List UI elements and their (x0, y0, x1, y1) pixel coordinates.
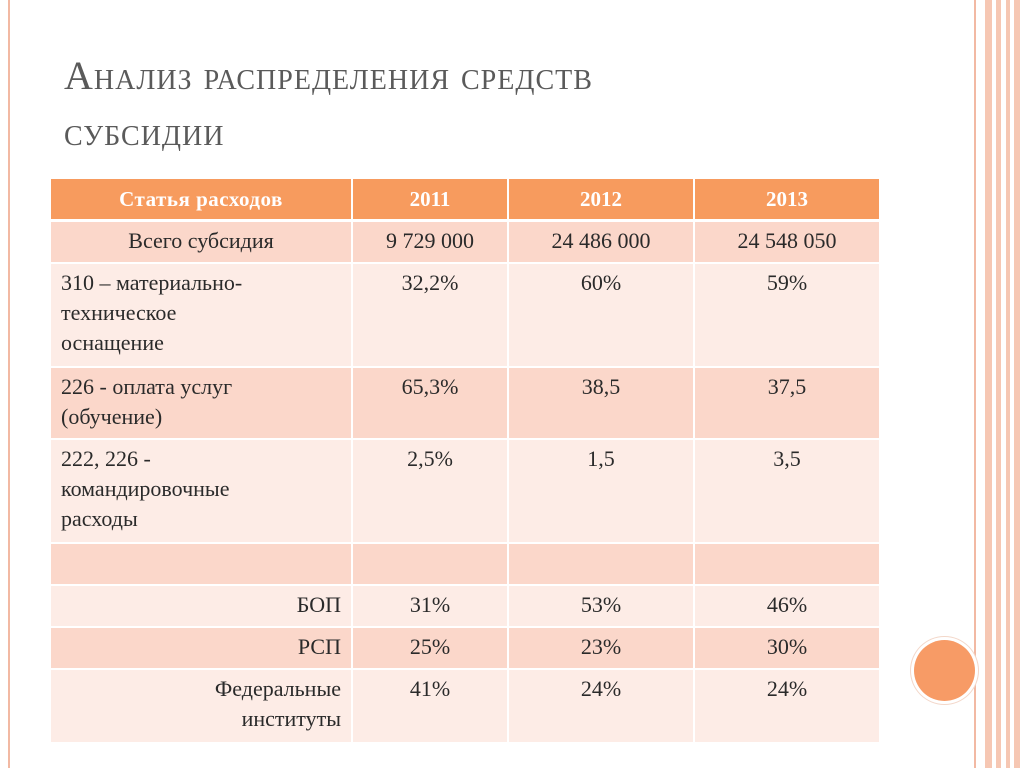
row-label-line: 222, 226 - (61, 446, 151, 471)
decorative-stripe (1006, 0, 1010, 768)
cell-2012 (508, 543, 695, 586)
cell-2013: 3,5 (694, 439, 881, 544)
row-label: РСП (51, 627, 353, 670)
column-header-2011: 2011 (352, 179, 509, 222)
title-line-1: Анализ распределения средств (64, 53, 593, 98)
cell-2011 (352, 543, 509, 586)
table-row: Всего субсидия 9 729 000 24 486 000 24 5… (51, 220, 881, 264)
row-label-line: 310 – материально- (61, 270, 243, 295)
cell-2013: 30% (694, 627, 881, 670)
cell-2012: 23% (508, 627, 695, 670)
cell-2012: 1,5 (508, 439, 695, 544)
row-label-line: техническое (61, 300, 177, 325)
row-label: 222, 226 - командировочные расходы (51, 439, 353, 544)
row-label: 310 – материально- техническое оснащение (51, 263, 353, 368)
cell-2013: 24% (694, 669, 881, 744)
title-line-2: субсидии (64, 109, 225, 154)
cell-2011: 2,5% (352, 439, 509, 544)
cell-2011: 65,3% (352, 367, 509, 440)
cell-2013: 46% (694, 585, 881, 628)
slide-title: Анализ распределения средств субсидии (64, 48, 924, 160)
row-label-line: командировочные (61, 476, 230, 501)
decorative-stripe (985, 0, 992, 768)
cell-2012: 24 486 000 (508, 220, 695, 264)
cell-2011: 25% (352, 627, 509, 670)
row-label-line: (обучение) (61, 404, 163, 429)
row-label-line: оснащение (61, 330, 164, 355)
slide-frame (8, 0, 976, 768)
cell-2012: 38,5 (508, 367, 695, 440)
row-label-line: Федеральные (214, 676, 341, 701)
accent-circle-decoration (914, 640, 975, 701)
table-row: РСП 25% 23% 30% (51, 627, 881, 670)
column-header-2012: 2012 (508, 179, 695, 222)
subsidy-table: Статья расходов 2011 2012 2013 Всего суб… (51, 179, 881, 744)
table-row: БОП 31% 53% 46% (51, 585, 881, 628)
cell-2013: 24 548 050 (694, 220, 881, 264)
table-row: 222, 226 - командировочные расходы 2,5% … (51, 439, 881, 544)
row-label-line: институты (241, 706, 341, 731)
cell-2011: 32,2% (352, 263, 509, 368)
cell-2012: 53% (508, 585, 695, 628)
cell-2011: 41% (352, 669, 509, 744)
row-label: Федеральные институты (51, 669, 353, 744)
cell-2012: 24% (508, 669, 695, 744)
row-label (51, 543, 353, 586)
table-row-empty (51, 543, 881, 586)
table-row: Федеральные институты 41% 24% 24% (51, 669, 881, 744)
cell-2013: 59% (694, 263, 881, 368)
cell-2012: 60% (508, 263, 695, 368)
cell-2013 (694, 543, 881, 586)
row-label: Всего субсидия (51, 220, 353, 264)
table-row: 226 - оплата услуг (обучение) 65,3% 38,5… (51, 367, 881, 440)
cell-2011: 9 729 000 (352, 220, 509, 264)
table-row: 310 – материально- техническое оснащение… (51, 263, 881, 368)
row-label-line: 226 - оплата услуг (61, 374, 233, 399)
cell-2013: 37,5 (694, 367, 881, 440)
cell-2011: 31% (352, 585, 509, 628)
decorative-stripe (996, 0, 1001, 768)
row-label: 226 - оплата услуг (обучение) (51, 367, 353, 440)
column-header-2013: 2013 (694, 179, 881, 222)
row-label-line: расходы (61, 506, 138, 531)
row-label: БОП (51, 585, 353, 628)
column-header-expense: Статья расходов (51, 179, 353, 222)
table-header-row: Статья расходов 2011 2012 2013 (51, 179, 881, 222)
decorative-stripe (1014, 0, 1020, 768)
